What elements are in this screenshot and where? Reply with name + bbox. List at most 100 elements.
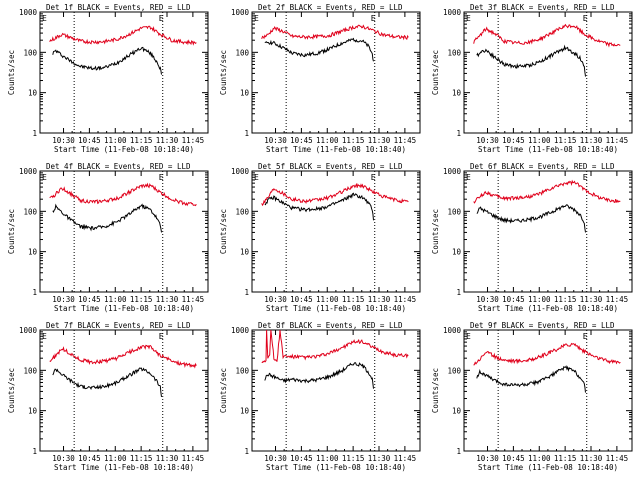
y-axis-label: Counts/sec xyxy=(7,368,16,413)
y-tick-label: 1000 xyxy=(443,8,462,17)
y-tick-label: 1000 xyxy=(19,167,38,176)
detector-panel: Det 1f BLACK = Events, RED = LLD 1 10 100 10… xyxy=(7,3,209,154)
flag-label: E xyxy=(466,14,471,23)
panel-title: Det 3f BLACK = Events, RED = LLD xyxy=(470,3,615,12)
x-tick-label: 10:45 xyxy=(502,295,525,304)
x-tick-label: 11:00 xyxy=(104,295,127,304)
y-axis-label: Counts/sec xyxy=(219,368,228,413)
flag-label: E xyxy=(371,14,376,23)
x-tick-label: 10:45 xyxy=(78,454,101,463)
y-tick-label: 1000 xyxy=(443,326,462,335)
y-tick-label: 10 xyxy=(240,89,250,98)
x-tick-label: 11:30 xyxy=(368,454,391,463)
detector-panel: Det 6f BLACK = Events, RED = LLD 1 10 100 10… xyxy=(431,162,633,313)
x-tick-label: 11:45 xyxy=(606,295,629,304)
plot-frame xyxy=(39,11,209,134)
panel-title: Det 1f BLACK = Events, RED = LLD xyxy=(46,3,191,12)
events-series-line xyxy=(476,204,586,233)
x-tick-label: 11:15 xyxy=(130,136,153,145)
panel-title: Det 2f BLACK = Events, RED = LLD xyxy=(258,3,403,12)
y-tick-label: 1 xyxy=(244,288,249,297)
x-tick-label: 11:30 xyxy=(580,295,603,304)
x-tick-label: 11:00 xyxy=(528,454,551,463)
y-tick-label: 10 xyxy=(452,407,462,416)
x-axis-label: Start Time (11-Feb-08 10:18:40) xyxy=(478,145,618,154)
y-tick-label: 10 xyxy=(240,407,250,416)
x-axis-label: Start Time (11-Feb-08 10:18:40) xyxy=(266,145,406,154)
detector-panel: Det 7f BLACK = Events, RED = LLD 1 10 100 10… xyxy=(7,321,209,472)
x-tick-label: 11:00 xyxy=(316,454,339,463)
panel-title: Det 7f BLACK = Events, RED = LLD xyxy=(46,321,191,330)
flag-label: E xyxy=(42,14,47,23)
x-tick-label: 11:15 xyxy=(554,295,577,304)
x-tick-label: 11:00 xyxy=(316,136,339,145)
y-tick-label: 10 xyxy=(28,248,38,257)
detector-panel: Det 9f BLACK = Events, RED = LLD 1 10 100 10… xyxy=(431,321,633,472)
x-tick-label: 11:30 xyxy=(156,136,179,145)
y-tick-label: 1 xyxy=(32,447,37,456)
y-tick-label: 1000 xyxy=(19,8,38,17)
y-tick-label: 100 xyxy=(447,48,461,57)
events-series-line xyxy=(52,367,162,397)
y-axis-label: Counts/sec xyxy=(219,209,228,254)
y-tick-label: 1000 xyxy=(19,326,38,335)
x-tick-label: 11:45 xyxy=(394,295,417,304)
x-tick-label: 11:15 xyxy=(130,295,153,304)
y-tick-label: 1 xyxy=(32,288,37,297)
x-tick-label: 11:45 xyxy=(182,454,205,463)
y-tick-label: 10 xyxy=(452,248,462,257)
plot-frame xyxy=(251,329,421,452)
detector-panel: Det 3f BLACK = Events, RED = LLD 1 10 100 10… xyxy=(431,3,633,154)
x-axis-label: Start Time (11-Feb-08 10:18:40) xyxy=(266,304,406,313)
y-tick-label: 1 xyxy=(244,447,249,456)
flag-label: E xyxy=(42,173,47,182)
x-tick-label: 10:45 xyxy=(502,454,525,463)
x-tick-label: 11:15 xyxy=(130,454,153,463)
x-tick-label: 11:00 xyxy=(316,295,339,304)
x-tick-label: 11:15 xyxy=(342,295,365,304)
x-tick-label: 10:30 xyxy=(264,295,287,304)
x-axis-label: Start Time (11-Feb-08 10:18:40) xyxy=(478,304,618,313)
x-tick-label: 11:15 xyxy=(342,454,365,463)
lld-series-line xyxy=(49,344,197,369)
plot-frame xyxy=(251,170,421,293)
x-axis-label: Start Time (11-Feb-08 10:18:40) xyxy=(266,463,406,472)
lld-series-line xyxy=(49,25,197,46)
y-tick-label: 1 xyxy=(32,129,37,138)
y-tick-label: 100 xyxy=(447,207,461,216)
flag-label: E xyxy=(583,14,588,23)
y-tick-label: 1 xyxy=(456,447,461,456)
y-tick-label: 1000 xyxy=(231,8,250,17)
y-tick-label: 100 xyxy=(235,48,249,57)
events-series-line xyxy=(476,365,586,393)
flag-label: E xyxy=(254,14,259,23)
x-tick-label: 11:45 xyxy=(606,454,629,463)
x-tick-label: 10:30 xyxy=(52,295,75,304)
x-axis-label: Start Time (11-Feb-08 10:18:40) xyxy=(54,145,194,154)
y-tick-label: 10 xyxy=(28,407,38,416)
x-tick-label: 11:30 xyxy=(368,136,391,145)
y-tick-label: 100 xyxy=(447,366,461,375)
y-tick-label: 1 xyxy=(456,288,461,297)
lld-series-line xyxy=(473,179,621,204)
x-tick-label: 11:45 xyxy=(394,136,417,145)
plot-frame xyxy=(251,11,421,134)
y-tick-label: 100 xyxy=(235,207,249,216)
x-tick-label: 10:45 xyxy=(290,454,313,463)
y-tick-label: 100 xyxy=(23,207,37,216)
panel-title: Det 9f BLACK = Events, RED = LLD xyxy=(470,321,615,330)
x-tick-label: 10:30 xyxy=(476,295,499,304)
plot-frame xyxy=(39,329,209,452)
x-tick-label: 10:45 xyxy=(78,295,101,304)
x-tick-label: 10:30 xyxy=(52,454,75,463)
x-tick-label: 11:15 xyxy=(554,136,577,145)
panel-title: Det 6f BLACK = Events, RED = LLD xyxy=(470,162,615,171)
x-tick-label: 11:00 xyxy=(528,295,551,304)
x-tick-label: 11:45 xyxy=(606,136,629,145)
flag-label: E xyxy=(583,332,588,341)
detector-panel: Det 8f BLACK = Events, RED = LLD 1 10 100 10… xyxy=(219,321,421,472)
lld-series-line xyxy=(261,182,409,207)
events-series-line xyxy=(476,44,586,77)
y-tick-label: 1 xyxy=(244,129,249,138)
